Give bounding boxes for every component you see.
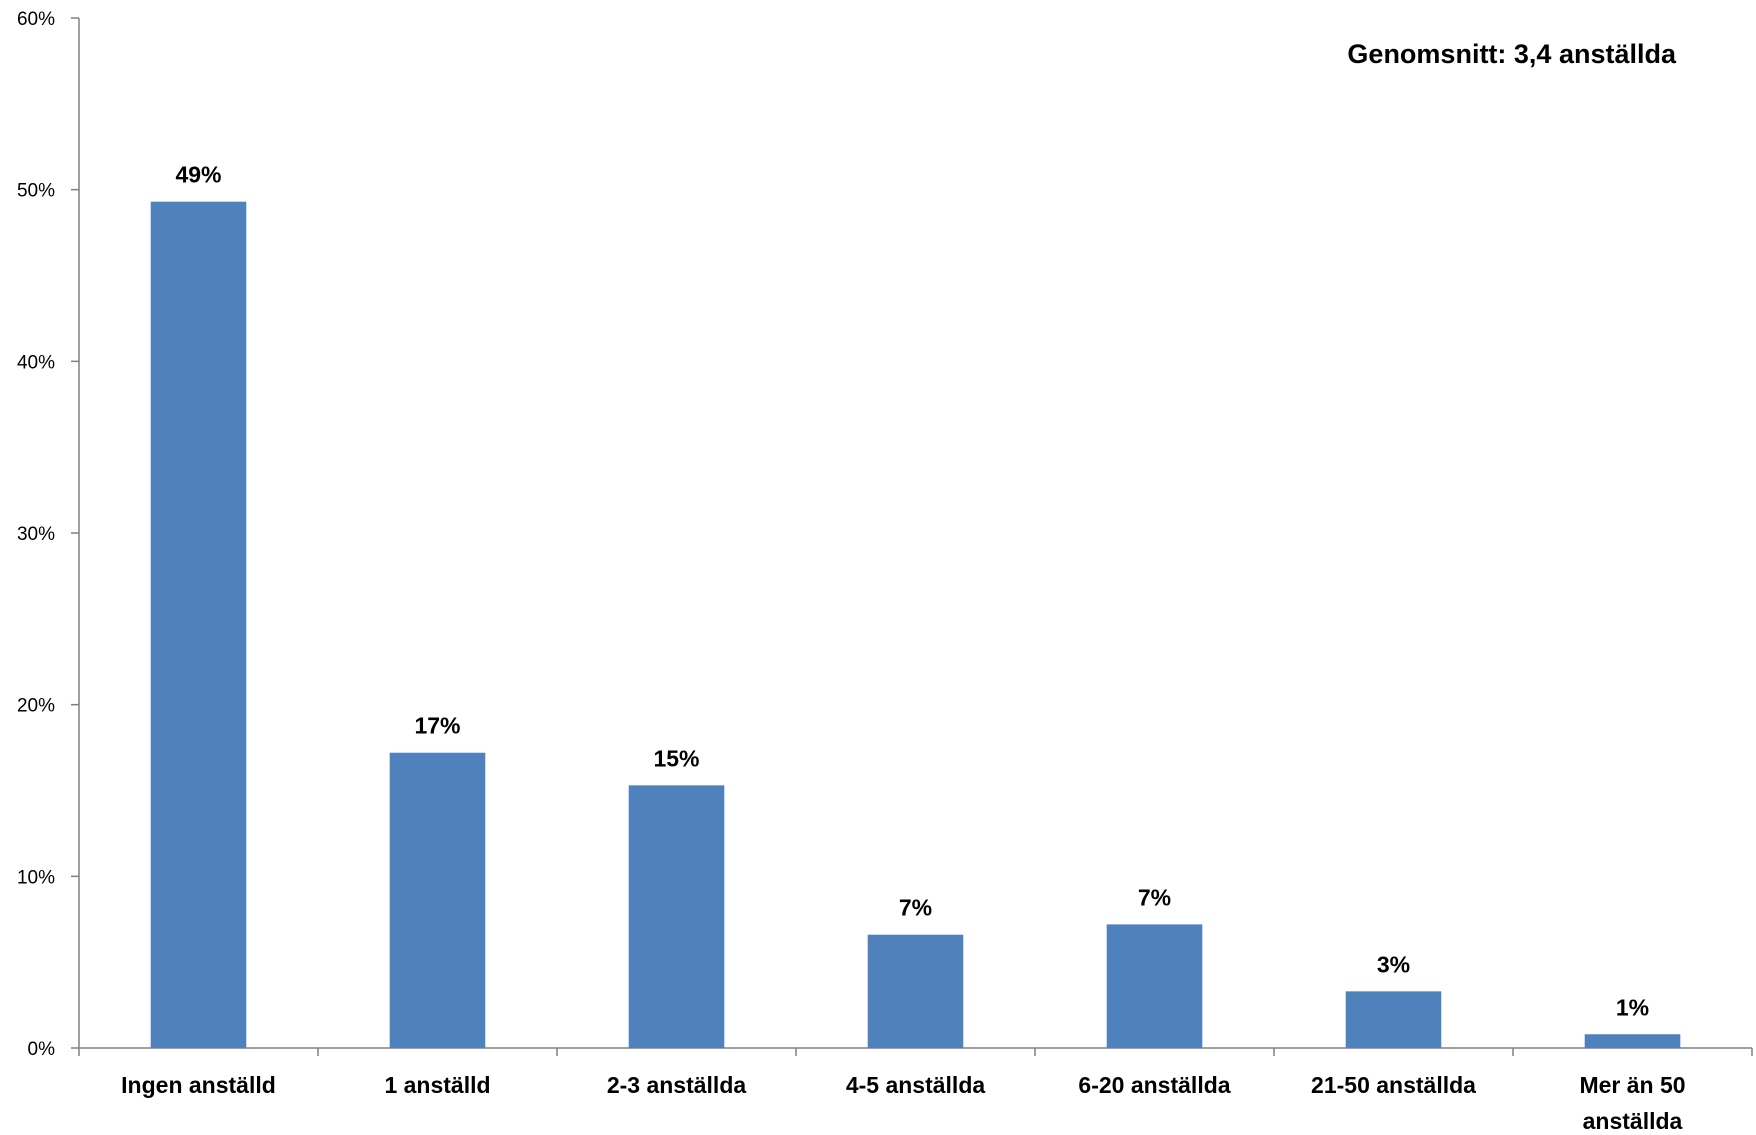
data-label: 7%	[1138, 884, 1171, 910]
x-tick-label: 6-20 anställda	[1078, 1072, 1230, 1098]
y-axis: 0% 10% 20% 30% 40% 50% 60%	[17, 9, 80, 1060]
average-annotation: Genomsnitt: 3,4 anställda	[1347, 39, 1677, 69]
data-label: 7%	[899, 895, 932, 921]
x-tick-label: 4-5 anställda	[846, 1072, 986, 1098]
y-tick-label: 60%	[17, 9, 55, 30]
data-label: 1%	[1616, 994, 1649, 1020]
data-label: 3%	[1377, 951, 1410, 977]
data-label: 15%	[653, 745, 699, 771]
bar	[1106, 924, 1203, 1048]
bar	[150, 201, 247, 1048]
y-tick-label: 0%	[28, 1039, 56, 1060]
bar	[867, 934, 964, 1048]
x-tick-label: 1 anställd	[384, 1072, 490, 1098]
bar	[628, 785, 725, 1048]
y-tick-label: 30%	[17, 524, 55, 545]
x-axis: Ingen anställd 1 anställd 2-3 anställda 4-5…	[78, 1047, 1753, 1134]
data-label: 49%	[175, 162, 221, 188]
y-tick-label: 20%	[17, 696, 55, 717]
bars	[150, 201, 1681, 1048]
bar	[1584, 1034, 1681, 1048]
data-labels: 49% 17% 15% 7% 7% 3% 1%	[175, 162, 1649, 1021]
y-tick-label: 40%	[17, 352, 55, 373]
x-tick-label: 21-50 anställda	[1311, 1072, 1476, 1098]
x-tick-label: 2-3 anställda	[607, 1072, 747, 1098]
y-tick-label: 50%	[17, 181, 55, 202]
y-tick-label: 10%	[17, 867, 55, 888]
data-label: 17%	[414, 713, 460, 739]
x-tick-label: Ingen anställd	[121, 1072, 276, 1098]
bar	[389, 752, 486, 1048]
bar	[1345, 991, 1442, 1048]
x-tick-label: Mer än 50 anställda	[1579, 1072, 1685, 1134]
